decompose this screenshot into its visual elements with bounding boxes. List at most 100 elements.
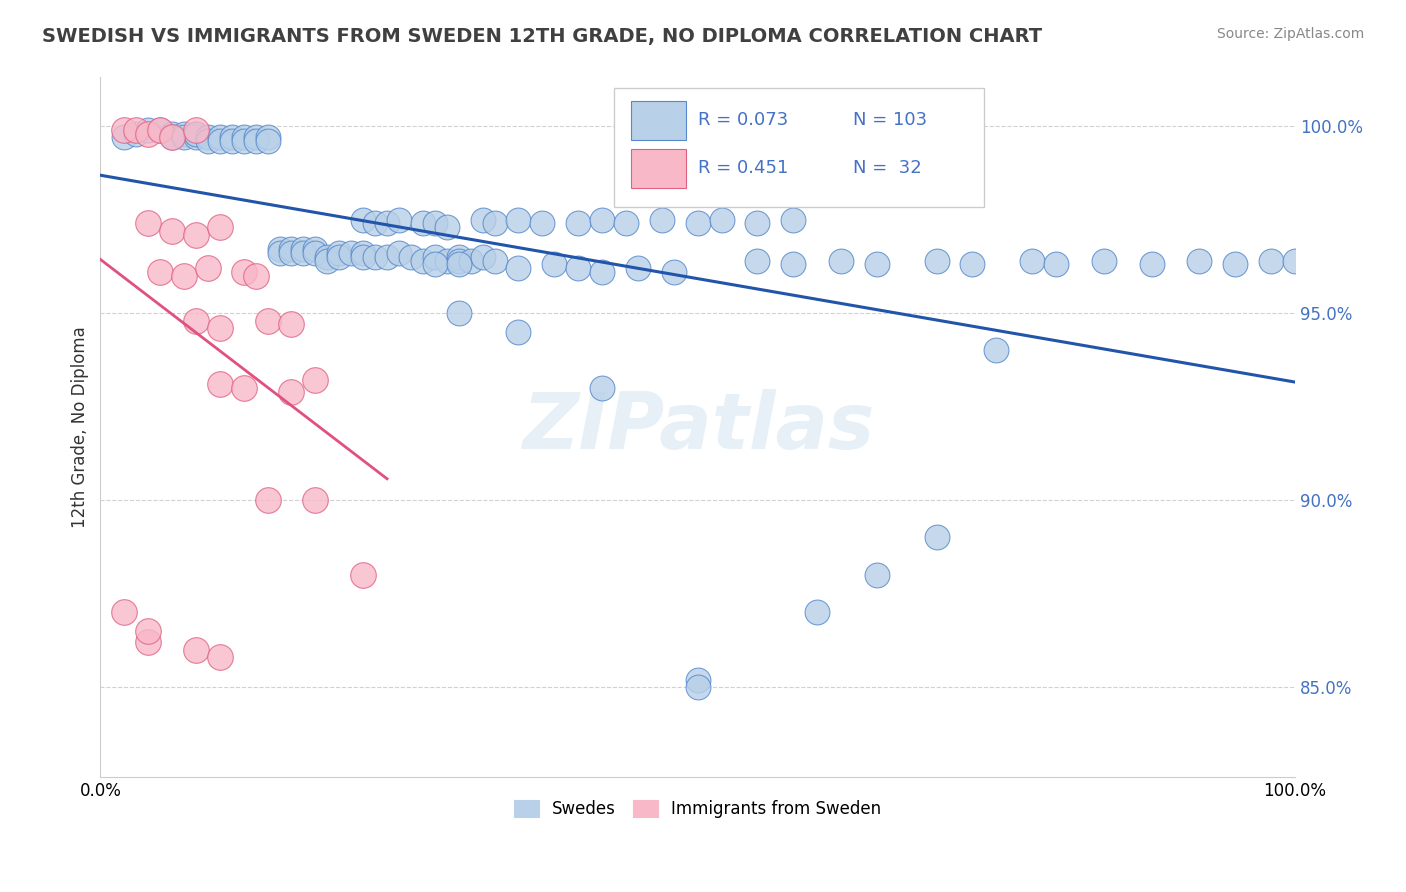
FancyBboxPatch shape	[614, 88, 984, 207]
Point	[830, 253, 852, 268]
Point	[328, 246, 350, 260]
Point	[447, 257, 470, 271]
Point	[412, 216, 434, 230]
Point	[208, 650, 231, 665]
Point	[484, 216, 506, 230]
Point	[627, 261, 650, 276]
Point	[208, 130, 231, 145]
FancyBboxPatch shape	[631, 101, 686, 140]
Point	[149, 265, 172, 279]
Point	[543, 257, 565, 271]
Text: SWEDISH VS IMMIGRANTS FROM SWEDEN 12TH GRADE, NO DIPLOMA CORRELATION CHART: SWEDISH VS IMMIGRANTS FROM SWEDEN 12TH G…	[42, 27, 1042, 45]
Point	[208, 220, 231, 235]
Point	[304, 373, 326, 387]
Point	[1045, 257, 1067, 271]
Point	[136, 123, 159, 137]
Point	[304, 493, 326, 508]
Point	[184, 130, 207, 145]
Point	[352, 212, 374, 227]
Point	[173, 130, 195, 145]
Legend: Swedes, Immigrants from Sweden: Swedes, Immigrants from Sweden	[508, 793, 889, 824]
Point	[447, 306, 470, 320]
Point	[782, 212, 804, 227]
Point	[173, 268, 195, 283]
Text: ZIPatlas: ZIPatlas	[522, 389, 873, 465]
Point	[197, 261, 219, 276]
Point	[388, 212, 411, 227]
Point	[208, 134, 231, 148]
Point	[567, 216, 589, 230]
Point	[304, 246, 326, 260]
Text: R = 0.073: R = 0.073	[697, 112, 787, 129]
Point	[747, 216, 769, 230]
Point	[160, 224, 183, 238]
Point	[866, 567, 889, 582]
Point	[651, 212, 673, 227]
Point	[292, 246, 315, 260]
Point	[375, 250, 398, 264]
Point	[125, 123, 148, 137]
Point	[436, 220, 458, 235]
Point	[160, 130, 183, 145]
Point	[1021, 253, 1043, 268]
Point	[160, 130, 183, 145]
Point	[316, 250, 339, 264]
Point	[508, 325, 530, 339]
Point	[567, 261, 589, 276]
Point	[221, 130, 243, 145]
Point	[866, 257, 889, 271]
Point	[197, 134, 219, 148]
Point	[197, 130, 219, 145]
Point	[447, 253, 470, 268]
Point	[614, 216, 637, 230]
Point	[686, 673, 709, 687]
Point	[136, 127, 159, 141]
Point	[232, 381, 254, 395]
Point	[125, 127, 148, 141]
Point	[256, 134, 278, 148]
Point	[136, 216, 159, 230]
Point	[364, 250, 387, 264]
Point	[471, 250, 494, 264]
Point	[352, 246, 374, 260]
Point	[591, 381, 613, 395]
Point	[423, 250, 446, 264]
Point	[531, 216, 554, 230]
Point	[471, 212, 494, 227]
Point	[292, 243, 315, 257]
Point	[423, 216, 446, 230]
Point	[245, 130, 267, 145]
Point	[232, 130, 254, 145]
Point	[925, 253, 948, 268]
Point	[160, 127, 183, 141]
Point	[184, 227, 207, 242]
Point	[460, 253, 482, 268]
Point	[316, 253, 339, 268]
Point	[112, 605, 135, 619]
Point	[508, 261, 530, 276]
Point	[184, 127, 207, 141]
Text: R = 0.451: R = 0.451	[697, 160, 787, 178]
Point	[423, 257, 446, 271]
Point	[662, 265, 685, 279]
Point	[208, 377, 231, 392]
Point	[1260, 253, 1282, 268]
Y-axis label: 12th Grade, No Diploma: 12th Grade, No Diploma	[72, 326, 89, 528]
Point	[221, 134, 243, 148]
Point	[256, 313, 278, 327]
Point	[184, 123, 207, 137]
Point	[184, 642, 207, 657]
Point	[747, 253, 769, 268]
Point	[256, 130, 278, 145]
Point	[173, 127, 195, 141]
Point	[1092, 253, 1115, 268]
Point	[112, 123, 135, 137]
Point	[184, 313, 207, 327]
Point	[686, 680, 709, 694]
Point	[149, 123, 172, 137]
Point	[1284, 253, 1306, 268]
Point	[591, 212, 613, 227]
Text: Source: ZipAtlas.com: Source: ZipAtlas.com	[1216, 27, 1364, 41]
Point	[232, 134, 254, 148]
Point	[412, 253, 434, 268]
